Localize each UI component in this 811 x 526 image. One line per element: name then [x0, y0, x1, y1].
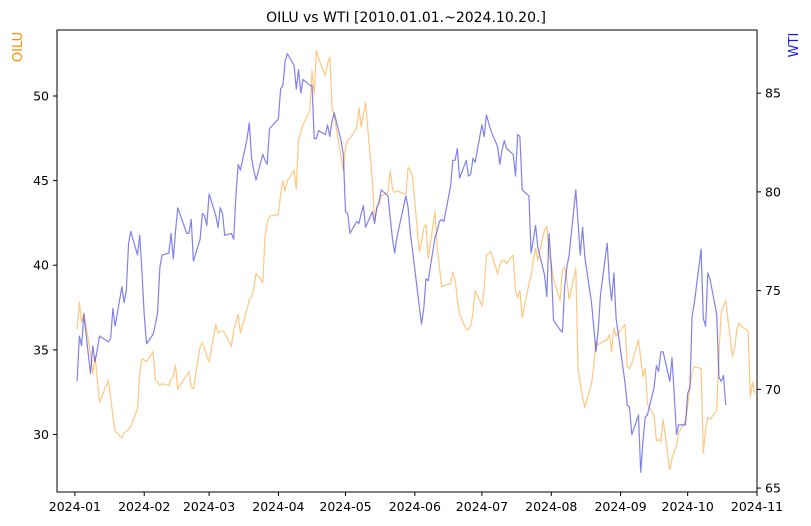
chart-title: OILU vs WTI [2010.01.01.~2024.10.20.]: [266, 10, 546, 26]
y-left-tick-label: 30: [33, 427, 49, 442]
x-tick-label: 2024-04: [252, 499, 304, 514]
x-tick-label: 2024-05: [319, 499, 371, 514]
x-tick-label: 2024-06: [389, 499, 441, 514]
y-left-tick-label: 50: [33, 89, 49, 104]
y-left-tick-label: 45: [33, 173, 49, 188]
x-tick-label: 2024-03: [183, 499, 235, 514]
y-left-tick-label: 35: [33, 342, 49, 357]
y-right-tick-label: 80: [765, 184, 781, 199]
x-tick-label: 2024-11: [731, 499, 783, 514]
x-tick-label: 2024-01: [49, 499, 101, 514]
series-line-wti: [76, 53, 727, 473]
x-tick-label: 2024-10: [662, 499, 714, 514]
x-tick-label: 2024-08: [525, 499, 577, 514]
y-right-tick-label: 85: [765, 86, 781, 101]
series-layer: [76, 49, 756, 473]
y-left-tick-label: 40: [33, 258, 49, 273]
x-tick-label: 2024-07: [456, 499, 508, 514]
y-axis-right-label: WTI: [787, 33, 802, 58]
ticks-layer: 2024-01 2024-02 2024-03 2024-04 2024-05 2024-…: [33, 86, 783, 514]
series-line-oilu: [76, 49, 756, 471]
x-tick-label: 2024-09: [594, 499, 646, 514]
y-right-tick-label: 70: [765, 382, 781, 397]
y-axis-left-label: OILU: [11, 32, 26, 62]
plot-frame: [56, 29, 758, 493]
y-right-tick-label: 75: [765, 283, 781, 298]
x-tick-label: 2024-02: [118, 499, 170, 514]
y-right-tick-label: 65: [765, 481, 781, 496]
